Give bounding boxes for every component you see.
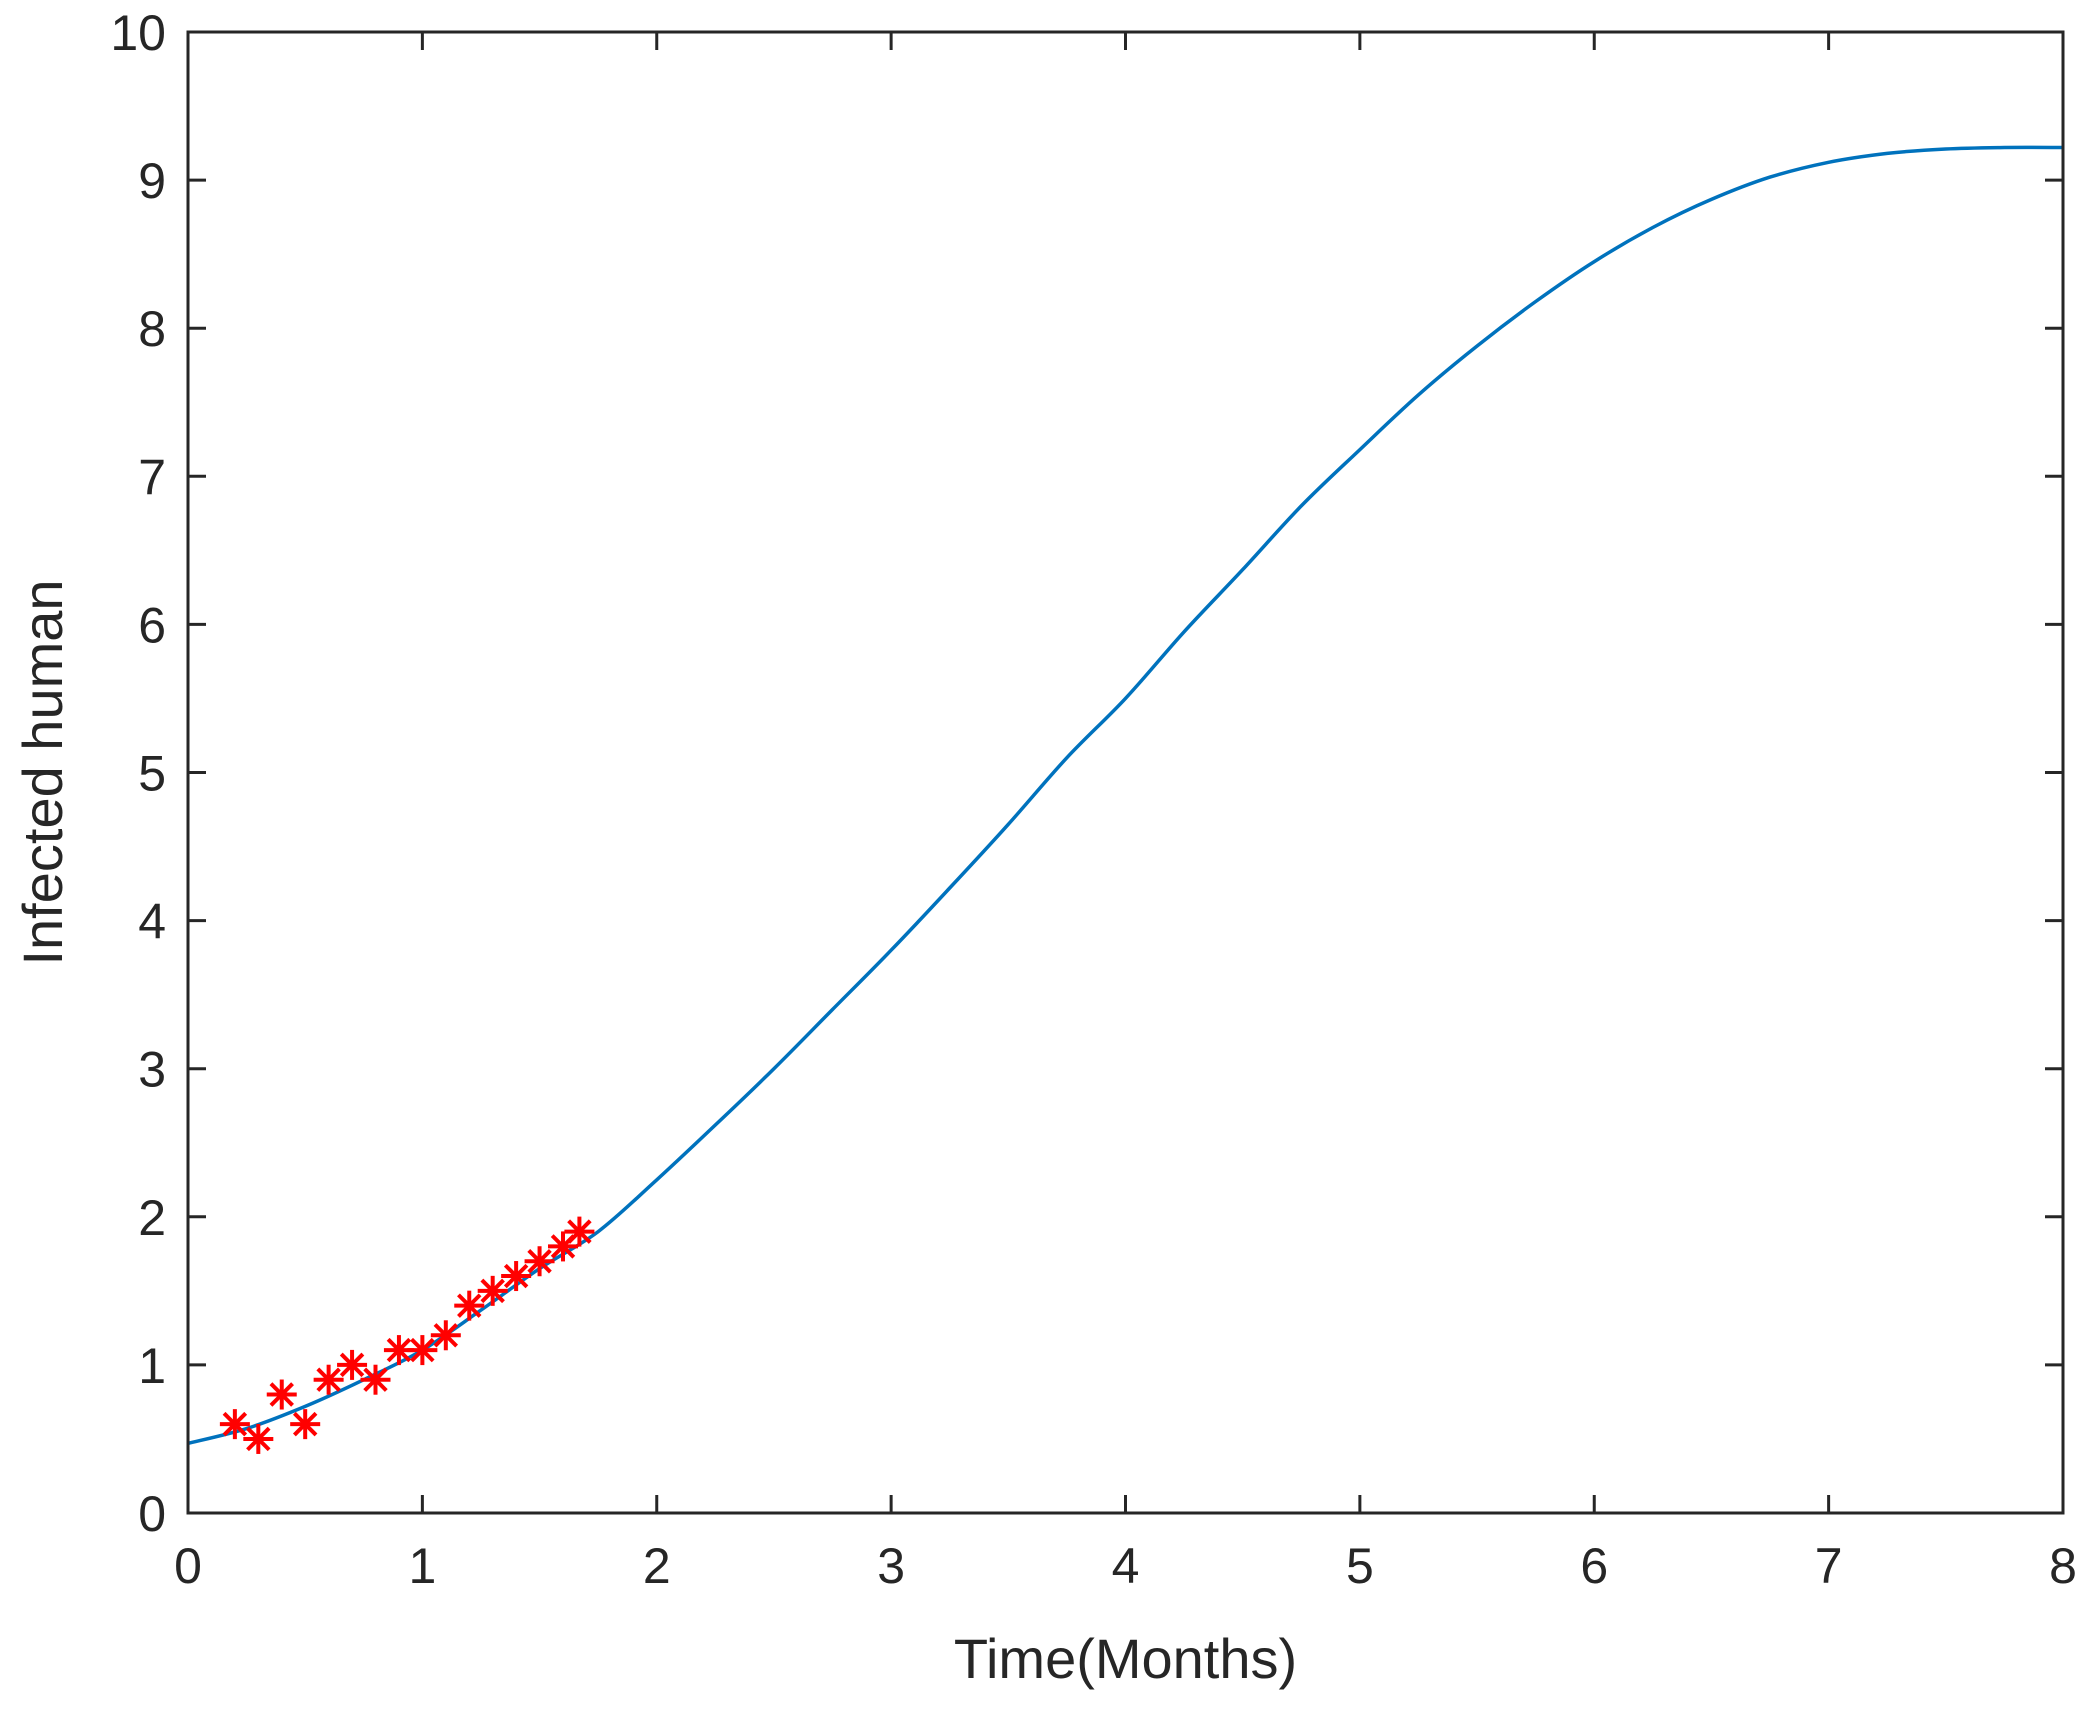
series-layer xyxy=(187,145,2064,1454)
data-point-asterisk xyxy=(454,1290,485,1321)
data-point-asterisk xyxy=(266,1379,297,1410)
y-tick-label: 1 xyxy=(138,1338,166,1394)
x-tick-label: 5 xyxy=(1346,1538,1374,1594)
y-tick-label: 4 xyxy=(138,894,166,950)
y-tick-label: 9 xyxy=(138,153,166,209)
plot-area xyxy=(188,32,2063,1513)
data-point-asterisk xyxy=(407,1335,438,1366)
data-point-asterisk xyxy=(313,1364,344,1395)
axes-box xyxy=(186,30,2065,1515)
data-point-asterisk xyxy=(337,1349,368,1380)
y-tick-label: 2 xyxy=(138,1190,166,1246)
y-tick-label: 0 xyxy=(138,1486,166,1542)
y-tick-label: 8 xyxy=(138,301,166,357)
y-tick-label: 3 xyxy=(138,1042,166,1098)
data-point-asterisk xyxy=(524,1246,555,1277)
data-point-asterisk xyxy=(501,1261,532,1292)
data-point-asterisk xyxy=(430,1320,461,1351)
x-tick-label: 0 xyxy=(174,1538,202,1594)
x-tick-label: 4 xyxy=(1112,1538,1140,1594)
x-tick-label: 1 xyxy=(408,1538,436,1594)
data-point-asterisk xyxy=(243,1423,274,1454)
data-point-asterisk xyxy=(360,1364,391,1395)
y-tick-label: 7 xyxy=(138,449,166,505)
data-point-asterisk xyxy=(477,1275,508,1306)
x-axis-label: Time(Months) xyxy=(954,1627,1297,1690)
y-tick-label: 10 xyxy=(110,5,166,61)
x-tick-label: 6 xyxy=(1580,1538,1608,1594)
y-tick-label: 5 xyxy=(138,746,166,802)
data-point-asterisk xyxy=(564,1216,595,1247)
data-point-asterisk xyxy=(383,1335,414,1366)
y-axis-label: Infected human xyxy=(11,579,74,965)
data-point-asterisk xyxy=(290,1409,321,1440)
ticks-layer: 0 1 2 3 4 5 6 7 8 0 1 2 3 4 5 6 7 8 9 10 xyxy=(110,5,2077,1594)
x-tick-label: 3 xyxy=(877,1538,905,1594)
x-tick-label: 2 xyxy=(643,1538,671,1594)
data-point-asterisk xyxy=(219,1409,250,1440)
y-tick-label: 6 xyxy=(138,597,166,653)
x-tick-label: 8 xyxy=(2049,1538,2077,1594)
x-tick-label: 7 xyxy=(1815,1538,1843,1594)
